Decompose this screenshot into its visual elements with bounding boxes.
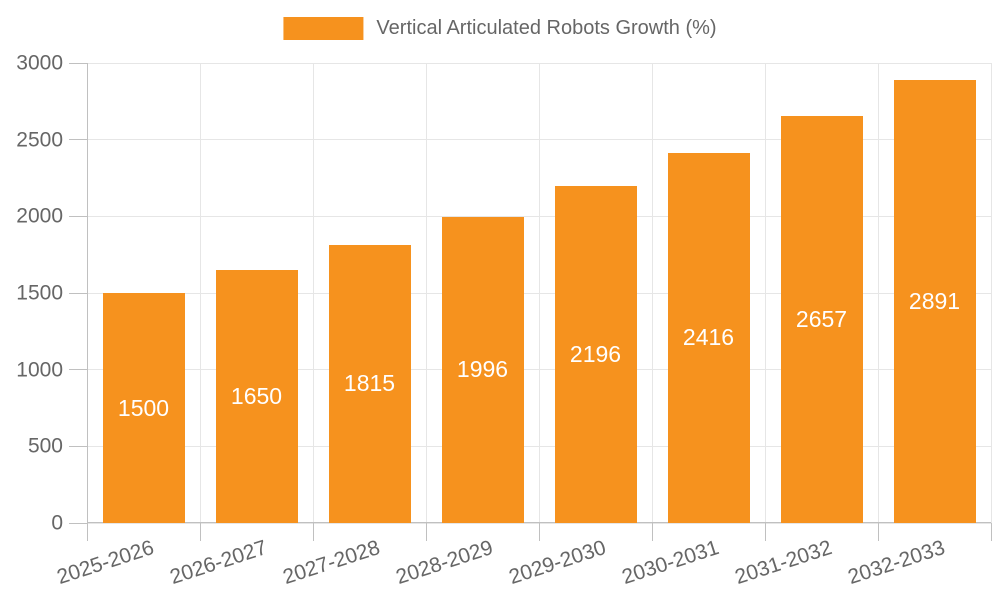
y-axis-tick-label: 0 <box>51 511 63 535</box>
y-tick-mark <box>69 445 87 447</box>
bar[interactable]: 1815 <box>328 244 411 523</box>
x-gridline <box>199 63 201 523</box>
x-gridline <box>538 63 540 523</box>
y-axis-tick-label: 2500 <box>16 128 63 152</box>
legend-swatch <box>283 17 364 40</box>
x-tick-mark <box>312 523 314 541</box>
bar-value-label: 1815 <box>343 370 396 397</box>
x-gridline <box>651 63 653 523</box>
plot-area: 1500 1650 1815 1996 2196 2416 2657 2891 <box>86 62 992 524</box>
x-tick-mark <box>764 523 766 541</box>
bar-value-label: 2416 <box>682 324 735 351</box>
legend-item[interactable]: Vertical Articulated Robots Growth (%) <box>283 17 717 40</box>
bar-value-label: 1650 <box>230 383 283 409</box>
bar[interactable]: 1500 <box>102 293 185 523</box>
legend-label: Vertical Articulated Robots Growth (%) <box>376 17 717 39</box>
x-tick-mark <box>651 523 653 541</box>
bar[interactable]: 1996 <box>441 216 524 523</box>
x-gridline <box>312 63 314 523</box>
y-tick-mark <box>69 522 87 524</box>
x-gridline <box>990 63 992 523</box>
x-gridline <box>764 63 766 523</box>
x-tick-mark <box>425 523 427 541</box>
x-gridline <box>425 63 427 523</box>
y-axis-tick-label: 1500 <box>16 281 63 305</box>
x-tick-mark <box>199 523 201 541</box>
y-axis-tick-label: 1000 <box>16 358 63 382</box>
y-axis-line <box>87 63 88 523</box>
bar[interactable]: 1650 <box>215 270 298 523</box>
x-gridline <box>877 63 879 523</box>
x-tick-mark <box>86 523 88 541</box>
bar-value-label: 1996 <box>456 356 509 383</box>
bar-value-label: 2891 <box>908 287 961 314</box>
y-tick-mark <box>69 139 87 141</box>
y-tick-mark <box>69 62 87 64</box>
y-axis-tick-label: 3000 <box>16 51 63 75</box>
y-axis-tick-label: 500 <box>27 434 63 458</box>
y-tick-mark <box>69 215 87 217</box>
x-tick-mark <box>538 523 540 541</box>
x-axis-line <box>87 522 991 523</box>
bar[interactable]: 2196 <box>554 186 637 523</box>
bar[interactable]: 2657 <box>780 115 863 523</box>
y-tick-mark <box>69 369 87 371</box>
bar[interactable]: 2416 <box>667 152 750 523</box>
bar-value-label: 1500 <box>117 394 170 421</box>
y-tick-mark <box>69 292 87 294</box>
bar-value-label: 2196 <box>569 341 622 368</box>
bar[interactable]: 2891 <box>893 79 976 523</box>
x-tick-mark <box>877 523 879 541</box>
bar-value-label: 2657 <box>795 305 848 332</box>
x-tick-mark <box>990 523 992 541</box>
y-axis-tick-label: 2000 <box>16 204 63 228</box>
